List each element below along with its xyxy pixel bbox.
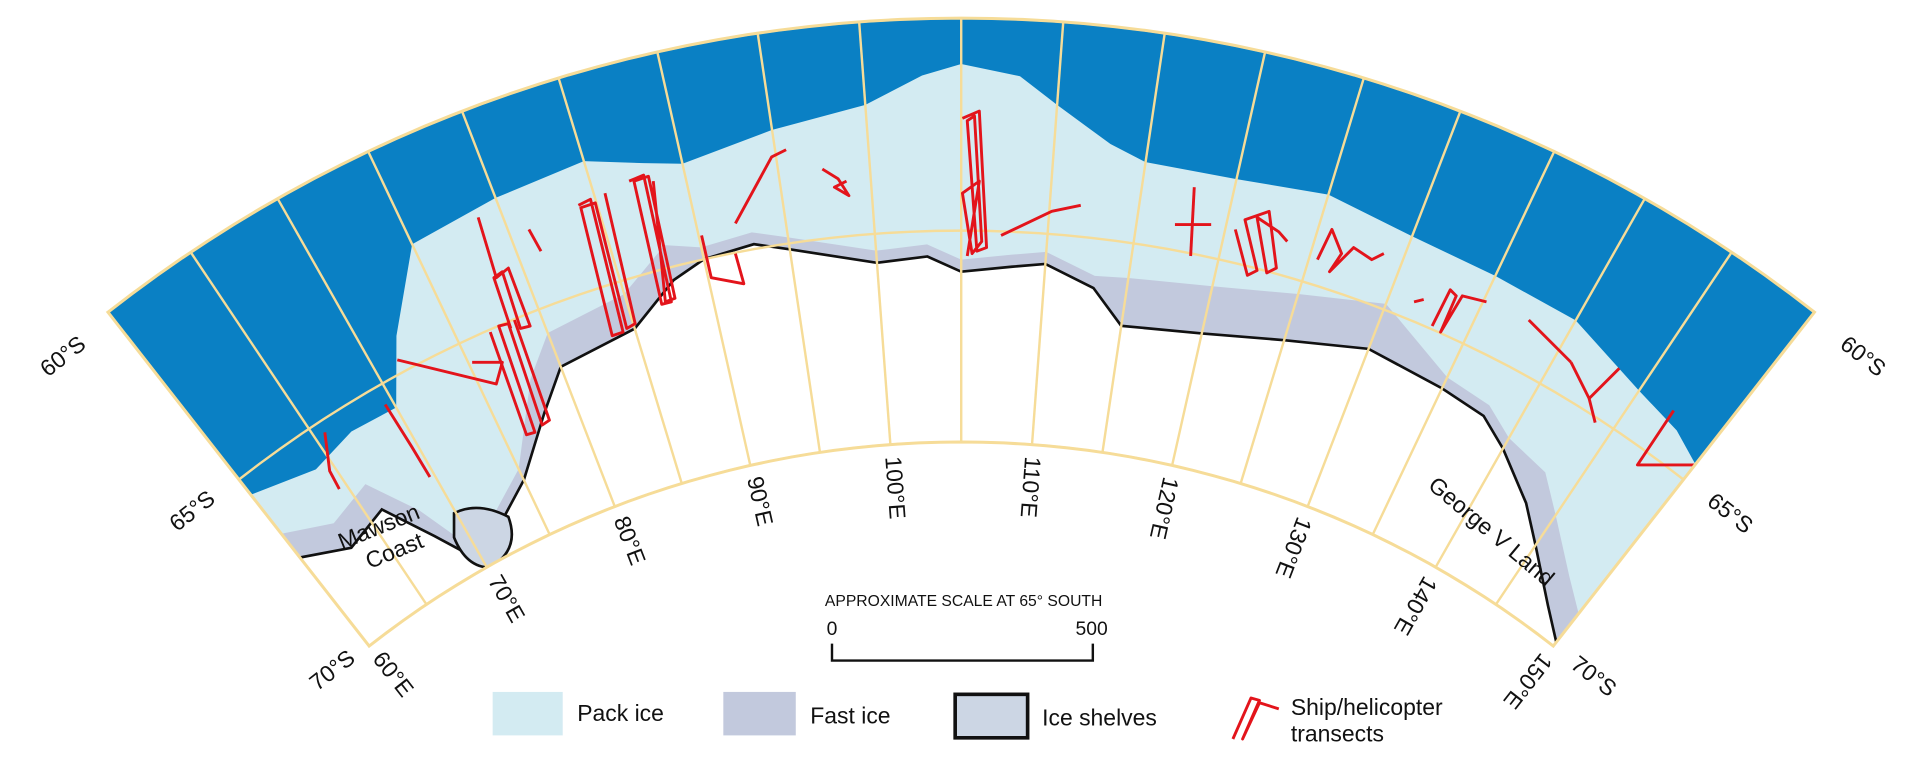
transect (527, 228, 543, 252)
legend-label: Ship/helicopter (1291, 694, 1443, 720)
meridian (1030, 21, 1065, 445)
meridian (557, 77, 683, 484)
latitude-label: 60°S (1836, 330, 1891, 381)
longitude-label: 130°E (1270, 514, 1317, 582)
legend-swatch (953, 692, 1030, 740)
transect (577, 192, 637, 338)
latitude-label: 65°S (1703, 487, 1758, 538)
transect (960, 109, 989, 257)
longitude-label: 120°E (1145, 475, 1184, 542)
transect (1430, 288, 1487, 334)
meridian (460, 110, 616, 507)
transect (628, 173, 677, 306)
transect (1233, 209, 1289, 277)
legend-swatch (723, 691, 796, 736)
meridian (1306, 110, 1462, 507)
longitude-label: 60°E (368, 646, 419, 701)
legend-swatch (492, 691, 563, 736)
meridian (1101, 32, 1166, 453)
scale-end: 500 (1076, 619, 1108, 640)
meridian (1170, 51, 1267, 466)
scale-title: APPROXIMATE SCALE AT 65° SOUTH (825, 593, 1102, 610)
meridian (1494, 251, 1733, 606)
map-frame (105, 16, 1817, 649)
meridian (276, 197, 488, 568)
latitude-label: 65°S (164, 485, 219, 536)
transect (488, 319, 551, 437)
latitude-label: 70°S (1566, 650, 1621, 701)
longitude-label: 140°E (1389, 572, 1443, 639)
latitude-label: 70°S (304, 644, 359, 695)
meridian (367, 150, 551, 536)
transect (1413, 298, 1425, 304)
transect (1316, 227, 1385, 274)
meridian (756, 32, 822, 453)
transect (476, 216, 532, 330)
meridian (1371, 150, 1556, 536)
transect (734, 148, 787, 225)
transect (1587, 398, 1597, 423)
longitude-label: 100°E (880, 455, 911, 519)
legend-label: Ice shelves (1042, 705, 1157, 731)
transect (1635, 409, 1704, 467)
map-base (107, 18, 1815, 647)
transect (383, 403, 432, 478)
legend-label: Fast ice (810, 702, 890, 728)
transect (821, 167, 851, 198)
transect (1000, 203, 1082, 237)
longitude-label: 80°E (609, 512, 651, 568)
meridian (1239, 77, 1366, 484)
legend-label: Pack ice (577, 700, 664, 726)
latitude-label: 60°S (35, 330, 90, 381)
scale-bar (830, 643, 1095, 662)
transect (1189, 187, 1196, 257)
meridian (857, 21, 892, 445)
meridian (1434, 197, 1646, 568)
transects (323, 109, 1704, 490)
transect (1527, 318, 1573, 364)
longitude-label: 150°E (1499, 649, 1558, 714)
meridian (189, 251, 428, 606)
legend-label: transects (1291, 720, 1384, 746)
longitude-label: 110°E (1016, 456, 1046, 519)
longitude-label: 90°E (742, 474, 778, 528)
ice-shelf (452, 506, 514, 569)
scale-start: 0 (827, 619, 838, 640)
meridian (656, 51, 752, 466)
transect (396, 358, 504, 386)
transect (323, 432, 341, 490)
transect (700, 235, 746, 286)
longitude-label: 70°E (483, 570, 530, 626)
legend-swatch (1231, 696, 1280, 741)
